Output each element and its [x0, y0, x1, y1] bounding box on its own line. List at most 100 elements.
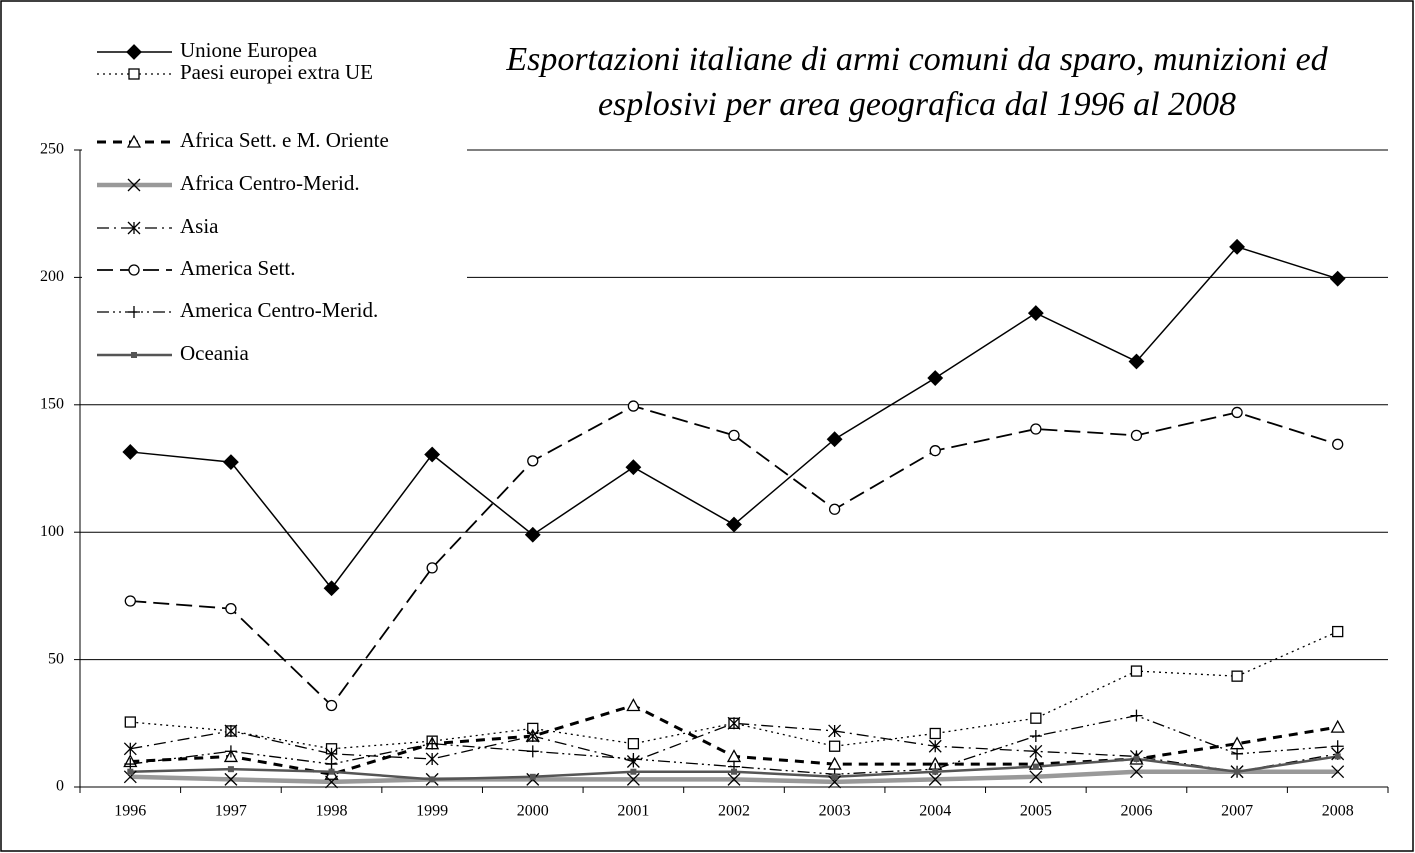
legend-label: America Centro-Merid.	[180, 298, 378, 322]
marker	[1030, 423, 1042, 435]
marker	[224, 724, 238, 738]
x-tick-label: 1996	[114, 803, 146, 820]
x-tick-label: 1998	[316, 803, 348, 820]
marker	[1027, 305, 1044, 321]
x-tick-label: 1999	[416, 803, 448, 820]
legend-background	[82, 30, 467, 375]
marker	[1231, 406, 1243, 419]
x-tick-label: 2005	[1020, 803, 1052, 820]
x-tick-label: 2006	[1120, 803, 1152, 820]
legend-label: Africa Centro-Merid.	[180, 171, 360, 195]
marker	[626, 772, 640, 786]
marker	[425, 752, 439, 766]
y-tick-label: 0	[56, 778, 64, 795]
legend-label: Unione Europea	[180, 38, 318, 62]
marker	[731, 768, 737, 775]
y-tick-label: 150	[40, 395, 64, 412]
marker	[828, 724, 842, 738]
marker	[128, 306, 140, 318]
marker	[227, 766, 234, 773]
marker	[426, 562, 438, 574]
marker	[127, 178, 141, 192]
y-tick-label: 200	[40, 268, 64, 285]
marker	[1029, 730, 1042, 743]
marker	[123, 742, 137, 756]
marker	[524, 526, 541, 543]
marker	[325, 775, 338, 789]
marker	[124, 595, 136, 607]
marker	[127, 221, 141, 235]
marker	[123, 770, 137, 784]
x-tick-label: 2007	[1221, 803, 1253, 820]
series-line	[130, 405, 1338, 707]
marker	[124, 758, 137, 771]
marker	[1334, 753, 1341, 760]
marker	[1331, 765, 1345, 779]
marker	[1133, 755, 1140, 762]
marker	[928, 739, 942, 753]
marker	[727, 772, 741, 786]
marker	[527, 455, 539, 467]
marker	[127, 768, 134, 775]
x-tick-label: 1997	[215, 803, 247, 820]
marker	[1128, 353, 1145, 370]
marker	[325, 758, 338, 771]
marker	[627, 752, 640, 765]
series-line	[130, 630, 1338, 750]
legend-label: Paesi europei extra UE	[180, 60, 373, 84]
marker	[1331, 740, 1344, 753]
marker	[1332, 625, 1344, 638]
marker	[626, 698, 641, 712]
marker	[1130, 765, 1143, 779]
marker	[1229, 238, 1245, 255]
marker	[424, 446, 441, 463]
marker	[928, 772, 942, 786]
marker	[426, 737, 439, 750]
marker	[122, 444, 139, 460]
marker	[224, 745, 237, 758]
marker	[625, 459, 642, 476]
chart-title: esplosivi per area geografica dal 1996 a…	[598, 86, 1236, 123]
marker	[826, 431, 843, 448]
y-tick-label: 250	[40, 141, 64, 158]
marker	[929, 445, 941, 457]
marker	[828, 740, 841, 752]
marker	[831, 773, 838, 780]
x-tick-label: 2004	[919, 803, 951, 820]
marker	[124, 716, 136, 728]
marker	[128, 68, 140, 80]
legend-label: America Sett.	[180, 256, 295, 280]
marker	[1029, 770, 1043, 784]
legend-label: Africa Sett. e M. Oriente	[180, 128, 389, 152]
marker	[630, 768, 637, 775]
marker	[325, 747, 338, 761]
marker	[1234, 768, 1241, 775]
y-tick-label: 100	[40, 523, 64, 540]
marker	[526, 745, 539, 758]
marker	[328, 768, 335, 775]
marker	[1130, 665, 1143, 677]
marker	[1332, 438, 1344, 450]
marker	[1330, 719, 1345, 733]
chart-title: Esportazioni italiane di armi comuni da …	[505, 41, 1328, 78]
marker	[726, 516, 742, 533]
marker	[131, 352, 137, 358]
marker	[828, 503, 841, 515]
marker	[1032, 763, 1039, 770]
legend-label: Oceania	[180, 341, 249, 365]
x-tick-label: 2002	[718, 803, 750, 820]
marker	[529, 773, 536, 780]
marker	[1329, 270, 1346, 287]
marker	[828, 775, 842, 789]
marker	[627, 738, 640, 750]
marker	[627, 400, 640, 412]
marker	[1130, 429, 1143, 442]
marker	[224, 772, 238, 786]
marker	[128, 264, 140, 276]
marker	[1030, 712, 1042, 724]
marker	[526, 729, 540, 743]
marker	[1029, 744, 1043, 758]
marker	[927, 370, 944, 386]
x-tick-label: 2008	[1322, 803, 1354, 820]
